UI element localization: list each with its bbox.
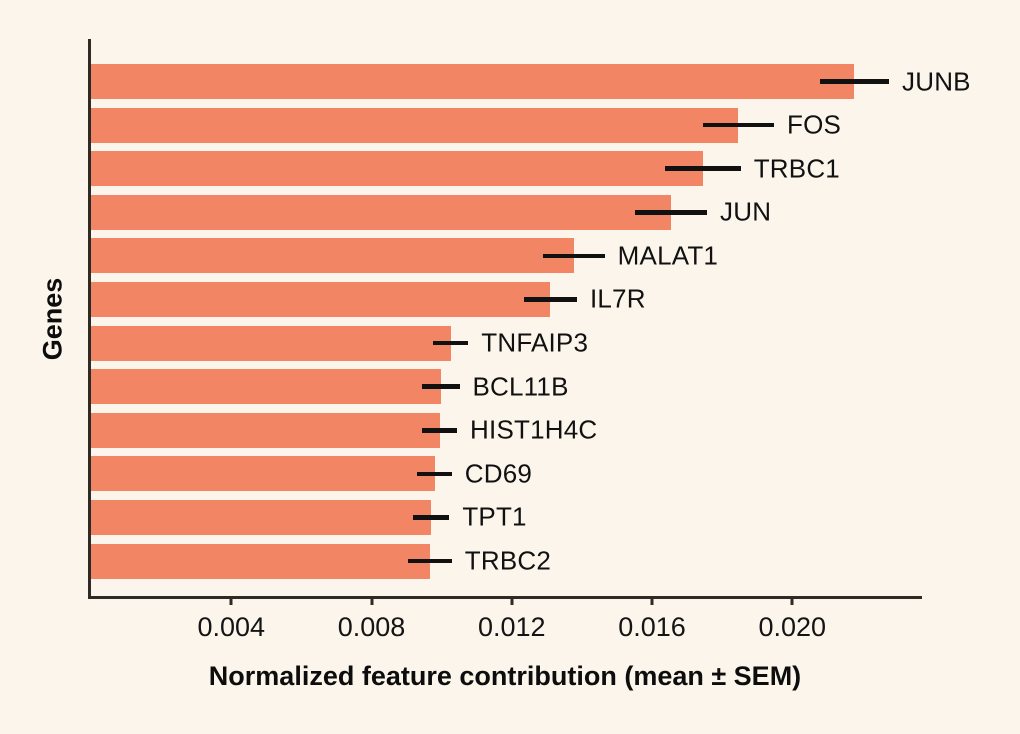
y-axis-title: Genes <box>37 277 68 361</box>
error-bar-hist1h4c <box>421 428 458 433</box>
bar-tnfaip3 <box>91 325 451 361</box>
bar-row: TNFAIP3 <box>91 322 922 366</box>
bar-cd69 <box>91 456 435 492</box>
bar-row: JUNB <box>91 60 971 104</box>
error-bar-il7r <box>523 297 577 302</box>
error-bar-malat1 <box>542 253 605 259</box>
bar-junb <box>91 64 855 99</box>
bar-bcl11b <box>91 369 441 405</box>
gene-label-trbc1: TRBC1 <box>753 153 840 184</box>
error-bar-trbc1 <box>664 166 741 171</box>
x-tick <box>790 596 794 605</box>
x-tick <box>510 596 514 605</box>
bar-fos <box>91 107 739 143</box>
error-bar-trbc2 <box>408 558 452 564</box>
x-tick-label: 0.008 <box>337 612 406 642</box>
x-tick <box>370 596 373 605</box>
bar-row: IL7R <box>91 278 922 322</box>
bar-malat1 <box>91 238 574 274</box>
error-bar-jun <box>634 210 708 215</box>
bar-il7r <box>91 281 551 317</box>
bar-row: MALAT1 <box>91 234 922 278</box>
gene-label-malat1: MALAT1 <box>617 240 719 271</box>
bar-row: TRBC2 <box>91 540 922 584</box>
bars-container: JUNB FOS TRBC1 JUN MALAT1 IL7R TNFAIP3 BCL11B HI… <box>91 60 971 596</box>
x-tick-label: 0.016 <box>618 612 686 642</box>
x-tick-label: 0.020 <box>758 612 827 642</box>
bar-row: FOS <box>91 104 922 148</box>
error-bar-junb <box>819 79 890 84</box>
bar-row: TPT1 <box>91 496 922 540</box>
bar-jun <box>91 194 671 230</box>
plot-area: JUNB FOS TRBC1 JUN MALAT1 IL7R TNFAIP3 BCL11B HI… <box>88 39 971 642</box>
bar-trbc1 <box>91 151 703 187</box>
x-tick-label: 0.012 <box>477 612 546 642</box>
bar-hist1h4c <box>91 412 440 448</box>
bar-row: BCL11B <box>91 365 922 409</box>
bar-tpt1 <box>91 499 432 535</box>
gene-label-jun: JUN <box>720 196 772 227</box>
gene-label-il7r: IL7R <box>589 283 646 314</box>
gene-label-trbc2: TRBC2 <box>464 545 552 576</box>
gene-label-junb: JUNB <box>902 66 971 96</box>
gene-label-bcl11b: BCL11B <box>472 371 569 402</box>
bar-trbc2 <box>91 543 431 579</box>
x-tick <box>229 596 233 605</box>
bar-row: JUN <box>91 191 922 235</box>
gene-label-hist1h4c: HIST1H4C <box>470 414 598 445</box>
x-tick <box>650 596 654 605</box>
error-bar-fos <box>702 122 775 128</box>
error-bar-cd69 <box>417 471 452 477</box>
error-bar-tpt1 <box>412 515 450 520</box>
error-bar-bcl11b <box>421 384 460 389</box>
bar-row: TRBC1 <box>91 147 922 191</box>
gene-label-fos: FOS <box>787 109 842 140</box>
bar-row: CD69 <box>91 452 922 496</box>
x-axis-title: Normalized feature contribution (mean ± … <box>208 661 802 691</box>
gene-label-cd69: CD69 <box>464 458 533 489</box>
x-tick-label: 0.004 <box>197 612 266 642</box>
gene-label-tpt1: TPT1 <box>462 501 527 532</box>
error-bar-tnfaip3 <box>433 340 469 346</box>
bar-row: HIST1H4C <box>91 409 922 453</box>
gene-label-tnfaip3: TNFAIP3 <box>481 327 589 358</box>
